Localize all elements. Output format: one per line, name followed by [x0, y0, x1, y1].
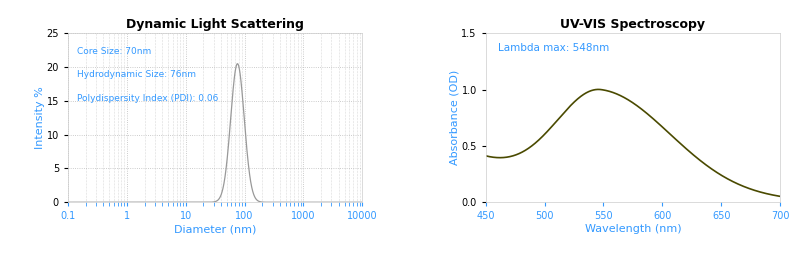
Text: Lambda max: 548nm: Lambda max: 548nm [498, 44, 609, 54]
Text: Core Size: 70nm: Core Size: 70nm [77, 47, 151, 56]
X-axis label: Wavelength (nm): Wavelength (nm) [585, 224, 682, 234]
Text: Hydrodynamic Size: 76nm: Hydrodynamic Size: 76nm [77, 70, 196, 79]
Y-axis label: Intensity %: Intensity % [35, 86, 45, 149]
X-axis label: Diameter (nm): Diameter (nm) [174, 224, 256, 234]
Title: Dynamic Light Scattering: Dynamic Light Scattering [126, 18, 304, 31]
Text: Polydispersity Index (PDI): 0.06: Polydispersity Index (PDI): 0.06 [77, 94, 218, 103]
Title: UV-VIS Spectroscopy: UV-VIS Spectroscopy [560, 18, 706, 31]
Y-axis label: Absorbance (OD): Absorbance (OD) [450, 70, 460, 165]
